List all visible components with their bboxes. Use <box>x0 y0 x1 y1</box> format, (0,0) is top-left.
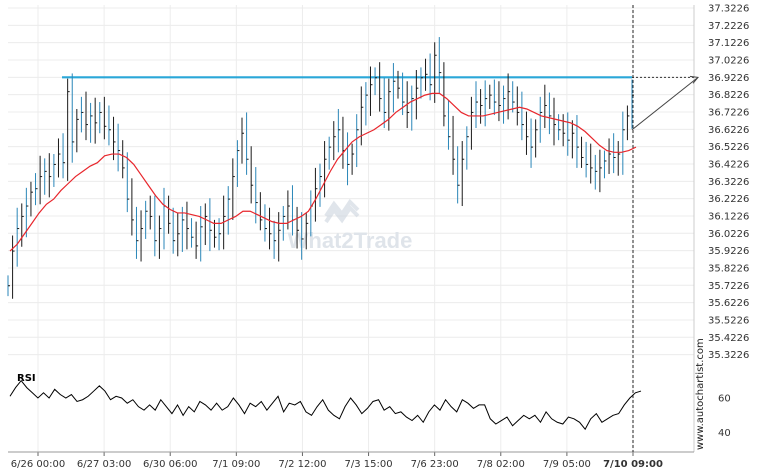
y-tick-label: 36.3226 <box>708 177 749 188</box>
y-tick-label: 37.1226 <box>708 38 749 49</box>
x-tick-label: 6/30 06:00 <box>143 459 197 470</box>
y-tick-label: 36.2226 <box>708 194 749 205</box>
y-tick-label: 36.7226 <box>708 107 749 118</box>
rsi-line <box>9 379 642 431</box>
x-tick-label: 7/6 23:00 <box>411 459 459 470</box>
y-tick-label: 36.0226 <box>708 229 749 240</box>
y-tick-label: 37.3226 <box>708 4 749 15</box>
y-tick-label: 36.8226 <box>708 90 749 101</box>
y-tick-label: 35.8226 <box>708 263 749 274</box>
y-tick-label: 35.6226 <box>708 298 749 309</box>
y-tick-label: 35.4226 <box>708 333 749 344</box>
y-tick-label: 36.4226 <box>708 159 749 170</box>
y-tick-label: 35.7226 <box>708 281 749 292</box>
moving-average-line <box>9 92 637 252</box>
x-tick-label: 6/26 00:00 <box>11 459 65 470</box>
x-tick-label: 7/8 02:00 <box>477 459 525 470</box>
what2trade-watermark: What2Trade <box>288 198 413 253</box>
y-tick-label: 35.3226 <box>708 350 749 361</box>
y-tick-label: 36.9226 <box>708 73 749 84</box>
arrow-head-icon <box>689 75 699 84</box>
rsi-label: RSI <box>17 373 36 384</box>
y-tick-label: 35.5226 <box>708 315 749 326</box>
rsi-axis: 60 40 <box>718 394 731 440</box>
watermark-logo-icon <box>324 198 360 224</box>
price-axis: 37.3226 37.2226 37.1226 37.0226 36.9226 36.82… <box>693 4 749 452</box>
y-tick-label: 35.9226 <box>708 246 749 257</box>
x-tick-label: 7/10 09:00 <box>603 459 663 470</box>
price-series <box>7 37 634 299</box>
x-tick-label: 7/2 12:00 <box>278 459 326 470</box>
y-tick-label: 37.0226 <box>708 56 749 67</box>
x-tick-label: 7/9 05:00 <box>543 459 591 470</box>
forecast-arrow <box>631 76 699 131</box>
y-tick-label: 36.1226 <box>708 211 749 222</box>
x-tick-label: 6/27 03:00 <box>77 459 131 470</box>
grid <box>8 5 694 452</box>
time-axis: 6/26 00:00 6/27 03:00 6/30 06:00 7/1 09:00 7… <box>8 451 694 470</box>
watermark-text: What2Trade <box>288 228 413 253</box>
rsi-tick-label: 40 <box>718 428 731 439</box>
rsi-tick-label: 60 <box>718 394 731 405</box>
y-tick-label: 36.6226 <box>708 125 749 136</box>
y-tick-label: 36.5226 <box>708 142 749 153</box>
x-tick-label: 7/1 09:00 <box>212 459 260 470</box>
autochartist-watermark: www.autochartist.com <box>695 338 706 450</box>
y-tick-label: 37.2226 <box>708 21 749 32</box>
x-tick-label: 7/3 15:00 <box>345 459 393 470</box>
